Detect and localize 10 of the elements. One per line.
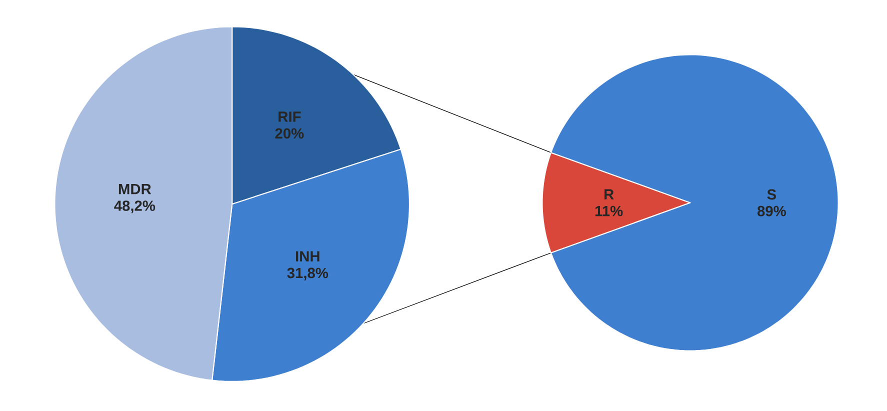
slice-label: S <box>767 189 776 200</box>
slice-label: MDR <box>118 184 152 194</box>
slice-label: RIF <box>278 112 301 122</box>
data-label: 31,8% <box>287 268 328 280</box>
data-label: 89% <box>757 206 786 216</box>
data-label: 48,2% <box>114 200 156 214</box>
data-label: 20% <box>275 128 304 139</box>
data-label: 11% <box>595 206 623 216</box>
slice-label: R <box>604 189 614 200</box>
slice-label: INH <box>296 251 320 262</box>
